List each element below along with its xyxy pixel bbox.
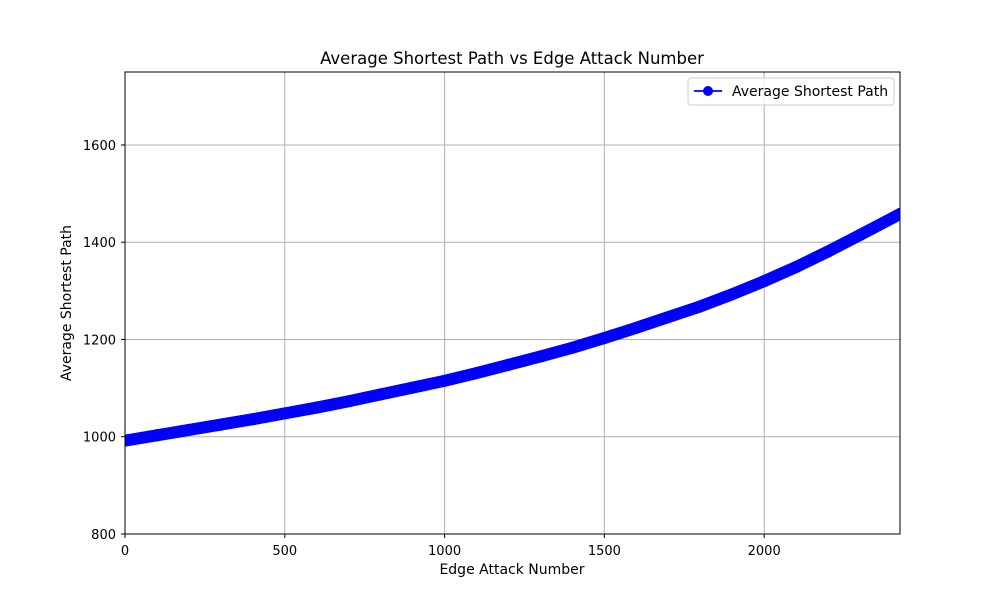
series-point: [790, 261, 803, 274]
legend: Average Shortest Path: [687, 77, 895, 106]
x-tick-label: 0: [121, 544, 129, 559]
series-point: [150, 429, 163, 442]
y-tick-label: 1600: [83, 139, 116, 154]
chart-title: Average Shortest Path vs Edge Attack Num…: [320, 49, 704, 68]
series-point: [278, 407, 291, 420]
series-point: [342, 395, 355, 408]
legend-marker-swatch: [703, 86, 713, 96]
series-point: [662, 311, 675, 324]
y-tick-label: 800: [91, 528, 116, 543]
series-point: [502, 358, 515, 371]
series-point: [630, 321, 643, 334]
series-point: [598, 332, 611, 345]
x-tick-label: 500: [272, 544, 297, 559]
series-point: [854, 228, 867, 241]
series-point: [406, 381, 419, 394]
series-point: [894, 208, 900, 221]
series-point: [758, 275, 771, 288]
series-point: [374, 388, 387, 401]
x-tick-label: 1000: [428, 544, 461, 559]
y-tick-label: 1400: [83, 236, 116, 251]
y-axis-title: Average Shortest Path: [59, 225, 75, 381]
legend-label: Average Shortest Path: [732, 84, 888, 100]
series-point: [822, 245, 835, 258]
y-tick-label: 1000: [83, 431, 116, 446]
series-point: [438, 374, 451, 387]
plot-area: [125, 72, 900, 534]
series-line-layer: [125, 208, 900, 447]
x-axis-title: Edge Attack Number: [439, 562, 584, 578]
ticks: 0 500 1000 1500 2000 800 1000 1200 1400 1600: [83, 139, 781, 559]
series-point: [214, 418, 227, 431]
y-tick-label: 1200: [83, 333, 116, 348]
legend-box: [687, 77, 895, 106]
series-point: [246, 413, 259, 426]
series-point: [125, 434, 131, 447]
series-point: [726, 288, 739, 301]
series-point: [470, 367, 483, 380]
x-tick-label: 1500: [588, 544, 621, 559]
plot-frame: [124, 71, 901, 535]
x-tick-label: 2000: [748, 544, 781, 559]
series-point: [694, 300, 707, 313]
series-point: [310, 401, 323, 414]
series-point: [566, 341, 579, 354]
series-point: [534, 350, 547, 363]
series-point: [182, 423, 195, 436]
